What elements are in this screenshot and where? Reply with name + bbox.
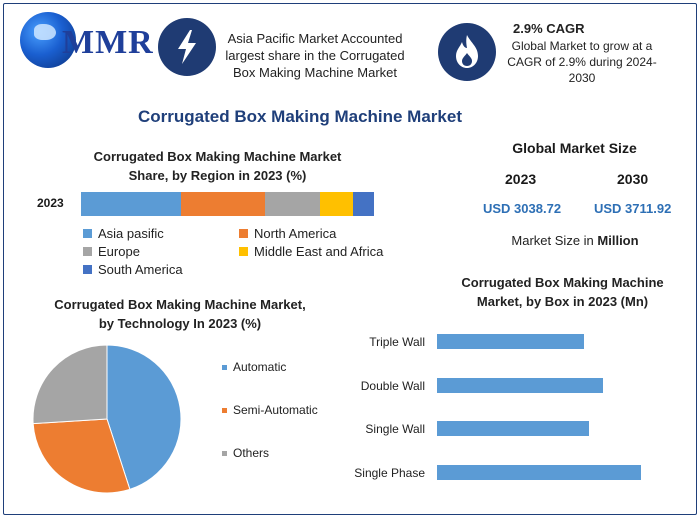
year-2030-label: 2030: [617, 171, 649, 187]
main-title: Corrugated Box Making Machine Market: [137, 107, 462, 126]
market-size-note-prefix: Market Size in: [511, 233, 598, 248]
technology-legend-others: Others: [222, 446, 269, 460]
technology-pie-chart: [32, 344, 182, 494]
flame-icon: [438, 23, 496, 81]
legend-label: Semi-Automatic: [233, 403, 318, 417]
lightning-icon: [158, 18, 216, 76]
globe-icon: [20, 12, 76, 68]
box-category-single-wall: Single Wall: [365, 422, 425, 436]
legend-swatch: [222, 450, 227, 456]
box-bar-single-phase: [437, 465, 641, 480]
box-category-triple-wall: Triple Wall: [369, 335, 425, 349]
legend-swatch: [83, 229, 92, 238]
region-bar-north-america: [180, 192, 266, 216]
legend-label: South America: [98, 262, 183, 277]
region-bar-asia-pasific: [81, 192, 181, 216]
legend-label: Asia pasific: [98, 226, 164, 241]
cagr-text: Global Market to grow at a CAGR of 2.9% …: [507, 39, 657, 85]
global-market-title: Global Market Size: [512, 140, 637, 156]
box-chart-title: Corrugated Box Making Machine Market, by…: [461, 275, 664, 309]
legend-swatch: [83, 247, 92, 256]
value-2030: USD 3711.92: [594, 201, 672, 216]
value-2023: USD 3038.72: [483, 201, 562, 216]
region-bar-europe: [265, 192, 320, 216]
cagr-title: 2.9% CAGR: [513, 21, 585, 36]
pie-slice-automatic: [106, 344, 182, 491]
legend-label: Automatic: [233, 360, 287, 374]
region-bar-south-america: [352, 192, 374, 216]
box-bar-triple-wall: [437, 334, 584, 349]
logo-text: MMR: [62, 24, 154, 61]
region-legend-south-america: South America: [83, 262, 183, 277]
box-category-single-phase: Single Phase: [354, 466, 425, 480]
highlight-text: Asia Pacific Market Accounted largest sh…: [225, 31, 405, 80]
year-2023-label: 2023: [505, 171, 537, 187]
market-size-note: Market Size in Million: [500, 233, 650, 248]
legend-swatch: [222, 407, 227, 413]
legend-swatch: [239, 247, 248, 256]
frame-border: [3, 3, 697, 515]
pie-slice-others: [32, 344, 108, 425]
region-legend-north-america: North America: [239, 226, 336, 241]
region-legend-middle-east-and-africa: Middle East and Africa: [239, 244, 383, 259]
box-bar-single-wall: [437, 421, 589, 436]
region-year-label: 2023: [37, 196, 64, 210]
region-stacked-bar: [81, 192, 374, 216]
legend-label: Europe: [98, 244, 140, 259]
region-legend-europe: Europe: [83, 244, 140, 259]
market-size-unit: Million: [597, 233, 639, 248]
technology-chart-title: Corrugated Box Making Machine Market, by…: [54, 297, 306, 331]
legend-label: Others: [233, 446, 270, 460]
legend-swatch: [83, 265, 92, 274]
technology-legend-semi-automatic: Semi-Automatic: [222, 403, 318, 417]
legend-label: Middle East and Africa: [254, 244, 384, 259]
region-bar-middle-east-and-africa: [319, 192, 353, 216]
mmr-logo: MMR: [20, 10, 153, 70]
box-category-double-wall: Double Wall: [360, 379, 425, 393]
region-chart-title: Corrugated Box Making Machine Market Sha…: [93, 149, 342, 183]
technology-legend-automatic: Automatic: [222, 360, 286, 374]
region-legend-asia-pasific: Asia pasific: [83, 226, 164, 241]
legend-swatch: [222, 364, 227, 370]
box-bar-double-wall: [437, 378, 603, 393]
legend-swatch: [239, 229, 248, 238]
pie-slice-semi-automatic: [32, 418, 131, 494]
legend-label: North America: [254, 226, 337, 241]
